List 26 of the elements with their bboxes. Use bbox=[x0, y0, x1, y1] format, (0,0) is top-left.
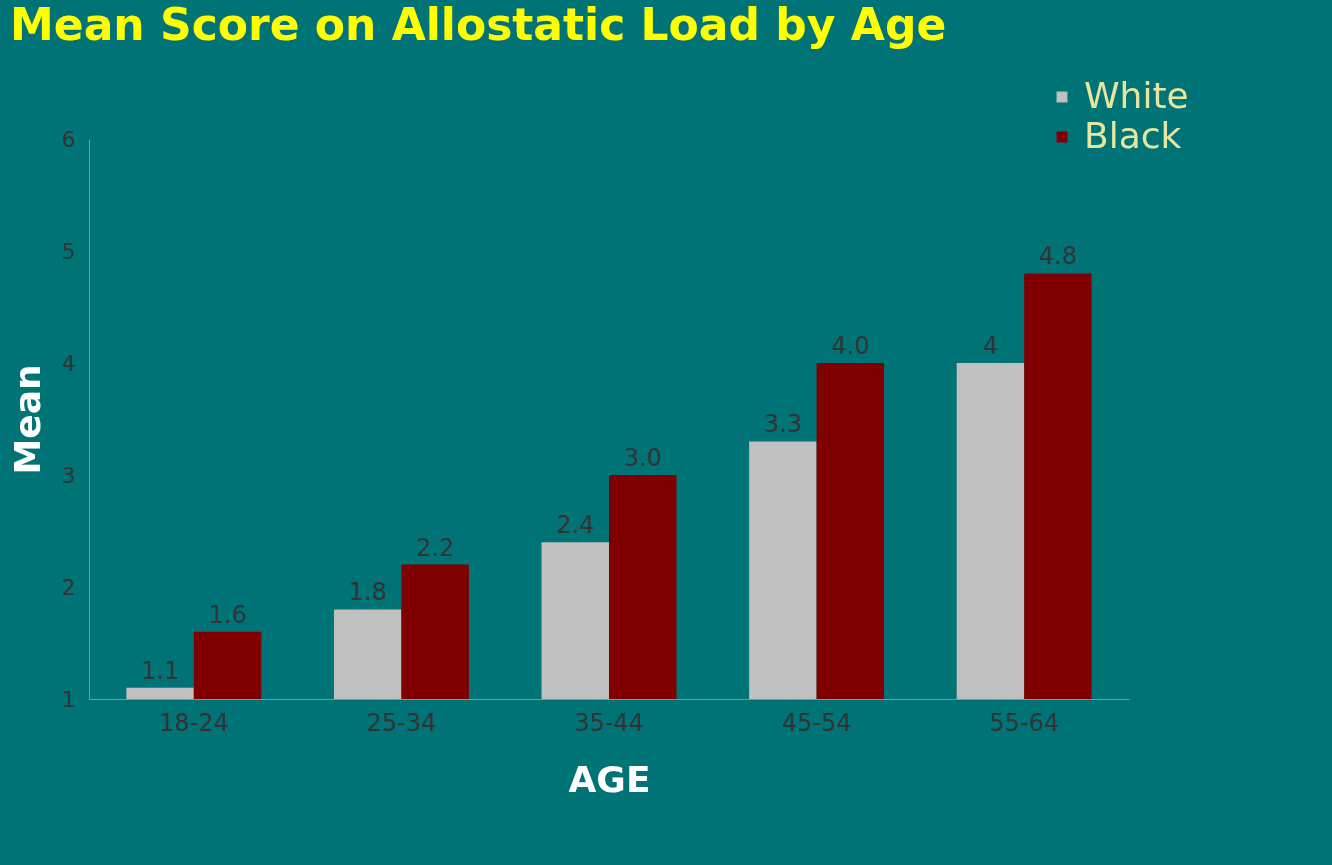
data-label: 4.8 bbox=[1038, 242, 1077, 271]
y-tick-label: 2 bbox=[61, 574, 76, 600]
x-axis-title: AGE bbox=[568, 758, 651, 800]
data-label: 4.0 bbox=[831, 332, 870, 360]
x-tick-label: 35-44 bbox=[574, 708, 644, 737]
chart-title: Mean Score on Allostatic Load by Age bbox=[10, 0, 947, 50]
data-label: 3.0 bbox=[623, 444, 662, 472]
x-tick-label: 55-64 bbox=[989, 708, 1060, 737]
y-tick-label: 5 bbox=[61, 238, 76, 264]
data-label: 2.2 bbox=[416, 533, 455, 562]
y-tick-label: 1 bbox=[61, 686, 76, 712]
legend-label: Black bbox=[1084, 115, 1182, 156]
y-tick-label: 3 bbox=[61, 462, 76, 488]
y-tick-label: 4 bbox=[61, 350, 76, 376]
y-tick-label: 6 bbox=[61, 126, 76, 152]
data-label: 1.1 bbox=[141, 656, 180, 685]
x-tick-label: 18-24 bbox=[158, 708, 229, 737]
data-label: 3.3 bbox=[763, 410, 802, 439]
data-label: 1.8 bbox=[348, 578, 387, 607]
data-label: 4 bbox=[982, 332, 999, 360]
data-label: 2.4 bbox=[556, 511, 595, 540]
y-axis-title: Mean bbox=[6, 364, 48, 475]
x-tick-label: 25-34 bbox=[366, 708, 437, 737]
data-label: 1.6 bbox=[208, 600, 247, 629]
legend-label: White bbox=[1084, 75, 1189, 116]
x-tick-label: 45-54 bbox=[781, 708, 852, 737]
